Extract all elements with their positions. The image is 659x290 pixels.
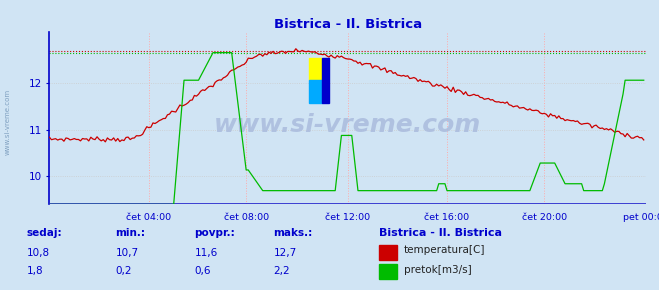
Text: 0,6: 0,6 (194, 266, 211, 276)
Text: 10,8: 10,8 (26, 248, 49, 258)
Text: pet 00:00: pet 00:00 (623, 213, 659, 222)
Text: 0,2: 0,2 (115, 266, 132, 276)
Text: www.si-vreme.com: www.si-vreme.com (214, 113, 481, 137)
Text: 11,6: 11,6 (194, 248, 217, 258)
Text: čet 08:00: čet 08:00 (223, 213, 269, 222)
Bar (322, 58, 329, 103)
Text: min.:: min.: (115, 228, 146, 238)
Text: čet 20:00: čet 20:00 (522, 213, 567, 222)
Text: temperatura[C]: temperatura[C] (404, 245, 486, 255)
Bar (309, 80, 322, 103)
Text: sedaj:: sedaj: (26, 228, 62, 238)
Title: Bistrica - Il. Bistrica: Bistrica - Il. Bistrica (273, 18, 422, 31)
Text: pretok[m3/s]: pretok[m3/s] (404, 264, 472, 275)
Text: 1,8: 1,8 (26, 266, 43, 276)
Text: čet 12:00: čet 12:00 (325, 213, 370, 222)
Text: 2,2: 2,2 (273, 266, 290, 276)
Text: povpr.:: povpr.: (194, 228, 235, 238)
Text: čet 16:00: čet 16:00 (424, 213, 470, 222)
Text: 10,7: 10,7 (115, 248, 138, 258)
Text: 12,7: 12,7 (273, 248, 297, 258)
Text: Bistrica - Il. Bistrica: Bistrica - Il. Bistrica (379, 228, 502, 238)
Text: čet 04:00: čet 04:00 (127, 213, 171, 222)
Text: maks.:: maks.: (273, 228, 313, 238)
Bar (309, 58, 322, 80)
Text: www.si-vreme.com: www.si-vreme.com (5, 89, 11, 155)
